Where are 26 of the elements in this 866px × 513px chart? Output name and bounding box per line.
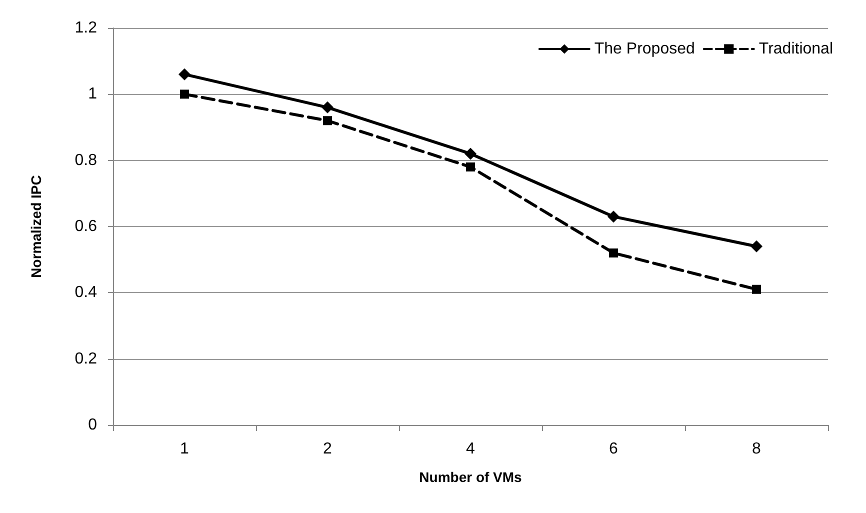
point: [750, 240, 762, 252]
x-tick-label: 4: [466, 440, 476, 458]
x-tick-label: 8: [752, 440, 762, 458]
y-tick-label: 0.2: [74, 350, 98, 368]
x-tick-label: 6: [609, 440, 618, 458]
x-tick-label: 1: [180, 440, 190, 458]
legend-label: The Proposed: [594, 40, 695, 58]
y-tick-label: 1.2: [74, 20, 98, 36]
point: [322, 101, 334, 114]
x-tick-label: 2: [323, 440, 332, 458]
point: [464, 148, 476, 160]
y-tick-label: 0: [88, 416, 98, 434]
point: [180, 90, 189, 99]
point: [323, 116, 332, 126]
point: [178, 68, 190, 80]
x-axis-title: Number of VMs: [419, 469, 522, 485]
point: [466, 162, 475, 172]
point: [752, 284, 761, 294]
y-axis-title: Normalized IPC: [28, 175, 44, 278]
y-tick-label: 0.8: [74, 152, 98, 169]
y-tick-label: 1: [88, 86, 98, 103]
point: [609, 248, 618, 258]
point: [608, 210, 620, 223]
legend-label: Traditional: [758, 40, 833, 58]
y-tick-label: 0.4: [74, 284, 98, 302]
y-tick-label: 0.6: [74, 218, 98, 235]
